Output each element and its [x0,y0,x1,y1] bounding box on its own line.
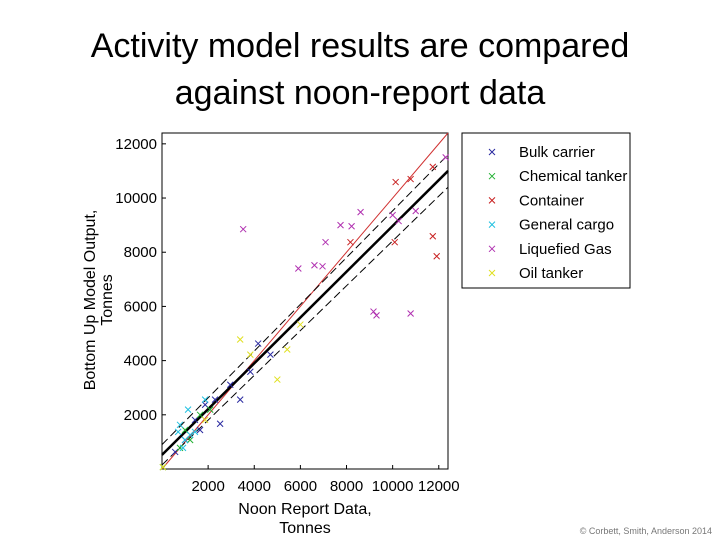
footer: © Corbett, Smith, Anderson 2014 [580,526,712,536]
point [337,221,344,229]
point [311,261,318,269]
title-line: Activity model results are compared [91,27,630,65]
x-axis-label: Noon Report Data, [238,501,371,518]
point [184,406,192,414]
point [246,351,254,359]
point [442,154,450,161]
legend-box [461,132,631,289]
point [273,376,281,383]
y-tick-label: 6000 [124,298,157,315]
point [174,428,182,436]
plot-area [161,132,449,470]
point [319,262,326,270]
point [297,321,304,328]
fit-band [161,154,449,445]
point [412,207,420,215]
point [211,396,219,403]
point [429,163,437,171]
title-line: against noon-report data [175,74,546,112]
y-axis-label: Tonnes [99,274,116,326]
legend-marker [488,148,496,156]
point [395,217,402,225]
point [179,444,187,452]
x-tick-label: 6000 [284,478,317,495]
legend-label: Container [519,192,584,209]
point [236,396,244,403]
point [206,406,214,414]
point [392,178,399,186]
point [196,426,204,434]
point [186,431,194,439]
point [216,420,224,428]
point [373,312,380,319]
point [370,308,377,315]
y-tick-label: 4000 [124,353,157,370]
fit-line [161,170,449,456]
point [246,368,254,376]
point [176,421,184,429]
legend-label: Chemical tanker [519,168,627,185]
point [236,336,244,343]
point [267,351,274,359]
point [239,225,247,233]
point [348,222,355,230]
x-tick-label: 2000 [191,478,224,495]
point [226,381,234,389]
fit-band [161,186,449,466]
legend-label: Liquefied Gas [519,241,612,258]
point [196,411,204,419]
point [201,416,209,424]
point [181,436,189,444]
x-tick-label: 4000 [238,478,271,495]
point [186,436,194,444]
point [391,238,399,246]
point [433,252,441,260]
point [283,346,291,353]
point [201,396,209,403]
point [191,416,199,424]
y-tick-label: 10000 [115,190,157,207]
point [254,340,262,347]
point [191,428,199,436]
legend-marker [488,245,496,253]
legend-label: Oil tanker [519,265,583,282]
x-tick-label: 10000 [372,478,414,495]
point [176,444,184,452]
legend-marker [488,197,496,204]
legend-label: General cargo [519,217,614,234]
legend-marker [488,269,496,277]
point [357,208,364,216]
point [389,211,396,219]
identity-line [161,132,449,470]
y-tick-label: 2000 [124,407,157,424]
point [347,238,354,246]
legend-label: Bulk carrier [519,144,595,161]
legend-marker [488,172,496,180]
x-tick-label: 12000 [418,478,460,495]
y-tick-label: 8000 [124,244,157,261]
point [429,232,437,240]
legend-marker [488,221,496,228]
x-axis-label: Tonnes [279,520,331,537]
point [171,448,179,456]
point [407,310,414,317]
point [322,238,329,246]
point [407,175,414,183]
point [294,265,302,272]
y-tick-label: 12000 [115,136,157,153]
y-axis-label: Bottom Up Model Output, [82,210,99,391]
x-tick-label: 8000 [330,478,363,495]
point [159,463,167,471]
